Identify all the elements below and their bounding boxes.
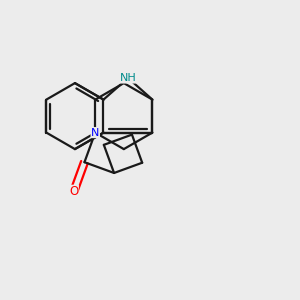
Text: N: N: [91, 128, 99, 138]
Text: NH: NH: [120, 73, 136, 83]
Text: O: O: [69, 185, 78, 198]
